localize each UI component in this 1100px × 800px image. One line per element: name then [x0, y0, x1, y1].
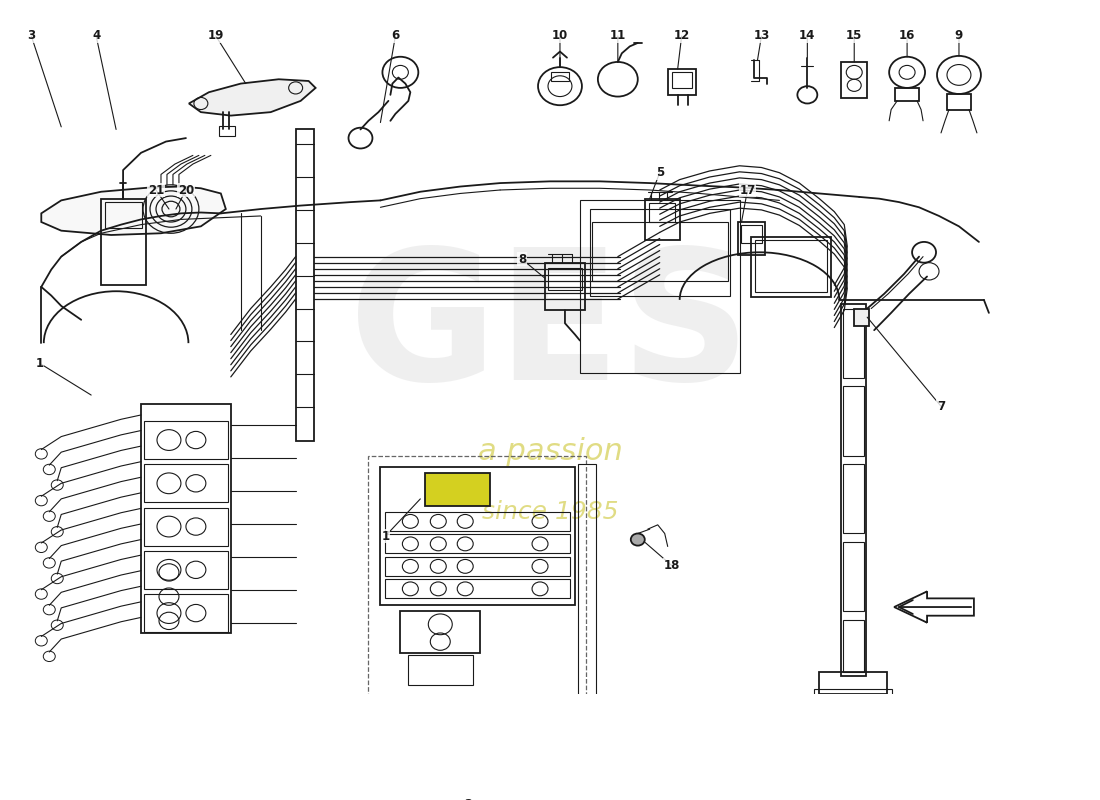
Circle shape: [630, 534, 645, 546]
Text: 18: 18: [663, 559, 680, 572]
Bar: [426, 473, 491, 506]
Polygon shape: [904, 591, 967, 622]
Bar: [141, 404, 231, 633]
Bar: [820, 672, 887, 694]
Bar: [385, 512, 570, 531]
Bar: [844, 464, 865, 534]
Bar: [578, 464, 596, 741]
Bar: [844, 309, 865, 378]
Text: 2: 2: [464, 798, 472, 800]
Text: 1: 1: [35, 357, 43, 370]
Text: 8: 8: [518, 253, 526, 266]
Text: a passion: a passion: [477, 437, 623, 466]
Bar: [751, 237, 832, 298]
Text: 4: 4: [92, 30, 100, 42]
Bar: [649, 203, 674, 222]
Bar: [219, 126, 234, 136]
Text: since 1985: since 1985: [482, 500, 618, 524]
Bar: [144, 507, 228, 546]
Text: 21: 21: [147, 183, 164, 197]
Text: 1: 1: [382, 530, 389, 542]
Text: 15: 15: [846, 30, 862, 42]
Text: 14: 14: [800, 30, 815, 42]
Bar: [844, 542, 865, 611]
Bar: [551, 72, 569, 81]
Bar: [737, 222, 766, 255]
Text: 3: 3: [28, 30, 35, 42]
Bar: [672, 72, 692, 88]
Bar: [844, 620, 865, 672]
Bar: [548, 268, 582, 290]
Bar: [368, 456, 586, 750]
Bar: [381, 467, 575, 606]
Bar: [668, 69, 695, 95]
Bar: [296, 130, 314, 441]
Text: 20: 20: [178, 183, 194, 197]
Bar: [592, 222, 727, 281]
Bar: [400, 611, 481, 653]
Text: 7: 7: [937, 400, 945, 413]
Polygon shape: [189, 79, 316, 115]
Bar: [580, 200, 739, 374]
Text: 6: 6: [392, 30, 399, 42]
Text: 9: 9: [955, 30, 964, 42]
Bar: [544, 262, 585, 310]
Polygon shape: [855, 309, 869, 326]
Text: 17: 17: [739, 183, 756, 197]
Text: GES: GES: [349, 242, 751, 418]
Bar: [814, 690, 892, 700]
Polygon shape: [42, 186, 226, 235]
Text: 11: 11: [609, 30, 626, 42]
Bar: [645, 198, 680, 240]
Text: 19: 19: [208, 30, 224, 42]
Bar: [385, 557, 570, 576]
Bar: [385, 534, 570, 554]
Bar: [947, 94, 971, 110]
Bar: [106, 202, 142, 228]
Text: 16: 16: [899, 30, 915, 42]
Bar: [385, 579, 570, 598]
Bar: [144, 421, 228, 459]
Bar: [740, 226, 762, 242]
Text: 12: 12: [673, 30, 690, 42]
Bar: [144, 594, 228, 632]
Bar: [144, 464, 228, 502]
Bar: [756, 240, 827, 292]
Polygon shape: [894, 591, 974, 622]
Bar: [844, 386, 865, 456]
Bar: [842, 62, 867, 98]
Bar: [590, 209, 729, 295]
Bar: [895, 88, 920, 101]
Bar: [408, 654, 473, 685]
Bar: [144, 550, 228, 589]
Text: 5: 5: [656, 166, 663, 179]
Bar: [101, 198, 146, 285]
Text: 13: 13: [754, 30, 770, 42]
Text: 10: 10: [552, 30, 568, 42]
Bar: [842, 304, 866, 676]
